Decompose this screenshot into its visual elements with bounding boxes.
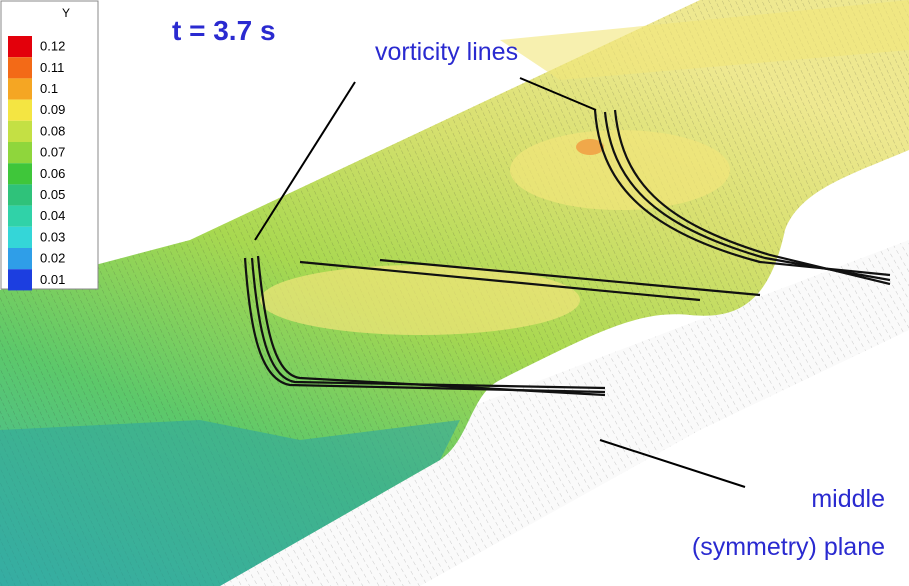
color-swatch	[8, 248, 32, 269]
color-swatch	[8, 36, 32, 57]
color-swatch	[8, 206, 32, 227]
color-swatch	[8, 269, 32, 290]
colorbar-label: 0.09	[40, 102, 65, 117]
time-label: t = 3.7 s	[172, 15, 276, 46]
colorbar-title: Y	[62, 6, 70, 20]
plane-label: middle	[811, 485, 885, 513]
colorbar-label: 0.1	[40, 81, 58, 96]
color-swatch	[8, 78, 32, 99]
colorbar-label: 0.12	[40, 39, 65, 54]
vorticity-label: vorticity lines	[375, 38, 518, 66]
color-swatch	[8, 100, 32, 121]
color-swatch	[8, 163, 32, 184]
colorbar-label: 0.04	[40, 208, 65, 223]
colorbar-label: 0.05	[40, 187, 65, 202]
scene: 0.12 0.11 0.1 0.09 0.08 0.07 0.06 0.05 0.04 0.03 0…	[0, 0, 909, 586]
colorbar-label: 0.03	[40, 229, 65, 244]
colorbar-label: 0.08	[40, 123, 65, 138]
color-swatch	[8, 142, 32, 163]
high-region	[260, 265, 580, 335]
color-swatch	[8, 57, 32, 78]
color-swatch	[8, 121, 32, 142]
plane-label: (symmetry) plane	[692, 533, 885, 561]
high-region	[510, 130, 730, 210]
colorbar-label: 0.06	[40, 166, 65, 181]
colorbar-label: 0.01	[40, 272, 65, 287]
colorbar-label: 0.11	[40, 60, 64, 75]
color-swatch	[8, 227, 32, 248]
colorbar-label: 0.02	[40, 251, 65, 266]
color-swatch	[8, 184, 32, 205]
colorbar-label: 0.07	[40, 145, 65, 160]
